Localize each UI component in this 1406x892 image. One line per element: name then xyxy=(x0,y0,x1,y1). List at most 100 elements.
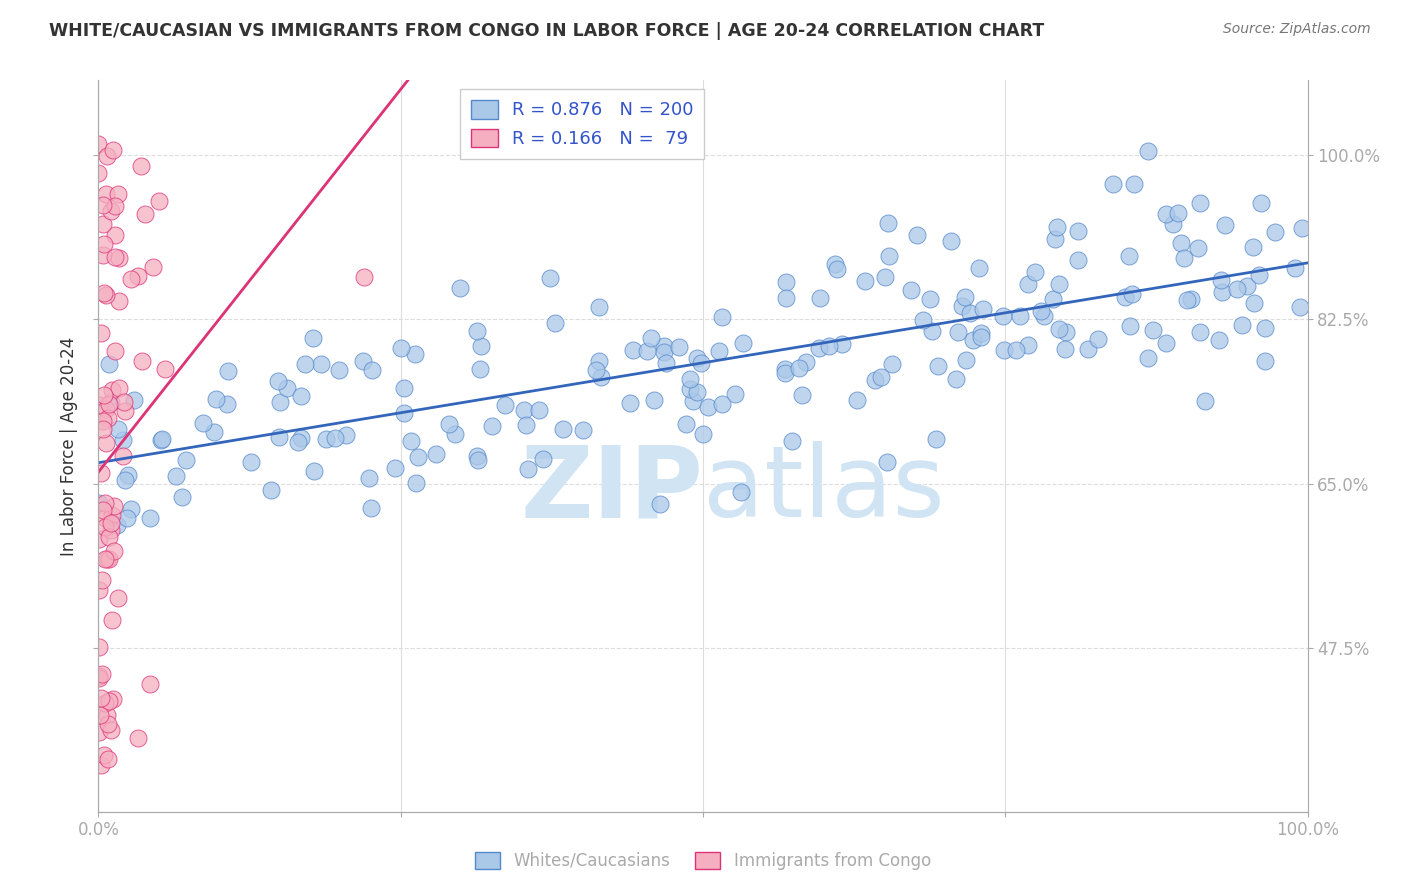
Point xyxy=(107,591,129,605)
Point xyxy=(404,347,426,361)
Point xyxy=(959,306,981,320)
Point xyxy=(107,381,129,395)
Point xyxy=(972,301,994,316)
Point xyxy=(120,272,142,286)
Point xyxy=(100,516,122,531)
Point xyxy=(773,362,796,376)
Point xyxy=(1209,273,1232,287)
Point xyxy=(870,370,893,384)
Point xyxy=(405,476,427,491)
Point xyxy=(87,640,110,654)
Point xyxy=(384,461,406,475)
Point xyxy=(1173,251,1195,265)
Point xyxy=(97,530,120,544)
Point xyxy=(588,300,610,314)
Point xyxy=(962,333,984,347)
Point xyxy=(1188,326,1211,340)
Point xyxy=(1189,196,1212,211)
Point xyxy=(91,574,114,588)
Point xyxy=(93,388,115,402)
Point xyxy=(690,356,713,370)
Point xyxy=(392,381,415,395)
Point xyxy=(877,249,900,263)
Point xyxy=(1017,277,1039,291)
Legend: Whites/Caucasians, Immigrants from Congo: Whites/Caucasians, Immigrants from Congo xyxy=(468,845,938,877)
Point xyxy=(309,357,332,371)
Point xyxy=(465,324,488,338)
Point xyxy=(775,291,797,305)
Point xyxy=(124,392,146,407)
Point xyxy=(406,450,429,464)
Point xyxy=(517,461,540,475)
Point xyxy=(711,310,734,324)
Point xyxy=(174,452,197,467)
Point xyxy=(150,434,173,448)
Point xyxy=(527,402,550,417)
Point xyxy=(845,393,868,408)
Point xyxy=(93,236,115,251)
Point xyxy=(87,136,110,151)
Point xyxy=(993,343,1015,358)
Point xyxy=(134,207,156,221)
Point xyxy=(1291,220,1313,235)
Point xyxy=(131,159,153,173)
Point xyxy=(287,435,309,450)
Point xyxy=(165,469,187,483)
Point xyxy=(905,227,928,242)
Point xyxy=(97,716,120,731)
Point xyxy=(991,309,1014,323)
Point xyxy=(104,199,127,213)
Point xyxy=(96,287,118,301)
Point xyxy=(481,419,503,434)
Point xyxy=(101,508,124,522)
Point xyxy=(825,262,848,277)
Point xyxy=(87,166,110,180)
Point xyxy=(267,375,290,389)
Point xyxy=(127,731,149,745)
Point xyxy=(101,614,124,628)
Point xyxy=(105,518,128,533)
Point xyxy=(470,338,492,352)
Point xyxy=(494,398,516,412)
Point xyxy=(817,338,839,352)
Point xyxy=(91,217,114,231)
Point xyxy=(877,216,900,230)
Point xyxy=(357,471,380,485)
Point xyxy=(572,423,595,437)
Point xyxy=(1241,240,1264,254)
Point xyxy=(652,339,675,353)
Point xyxy=(512,403,534,417)
Point xyxy=(921,324,943,338)
Point xyxy=(217,397,239,411)
Point xyxy=(111,450,134,464)
Point xyxy=(93,510,115,524)
Point xyxy=(1118,249,1140,263)
Point xyxy=(1136,351,1159,366)
Point xyxy=(780,434,803,448)
Point xyxy=(315,432,337,446)
Point xyxy=(93,696,115,710)
Point xyxy=(790,388,813,402)
Point xyxy=(150,432,173,446)
Point xyxy=(449,281,471,295)
Point xyxy=(1154,207,1177,221)
Point xyxy=(155,362,177,376)
Point xyxy=(1087,332,1109,346)
Point xyxy=(90,466,112,480)
Point xyxy=(1284,261,1306,276)
Point xyxy=(90,757,112,772)
Point xyxy=(668,340,690,354)
Point xyxy=(950,299,973,313)
Point xyxy=(93,748,115,763)
Point xyxy=(138,677,160,691)
Point xyxy=(787,360,810,375)
Point xyxy=(711,397,734,411)
Point xyxy=(675,417,697,431)
Point xyxy=(301,331,323,345)
Point xyxy=(970,330,993,344)
Point xyxy=(239,455,262,469)
Point xyxy=(115,511,138,525)
Point xyxy=(1180,292,1202,306)
Point xyxy=(172,490,194,504)
Point xyxy=(96,149,118,163)
